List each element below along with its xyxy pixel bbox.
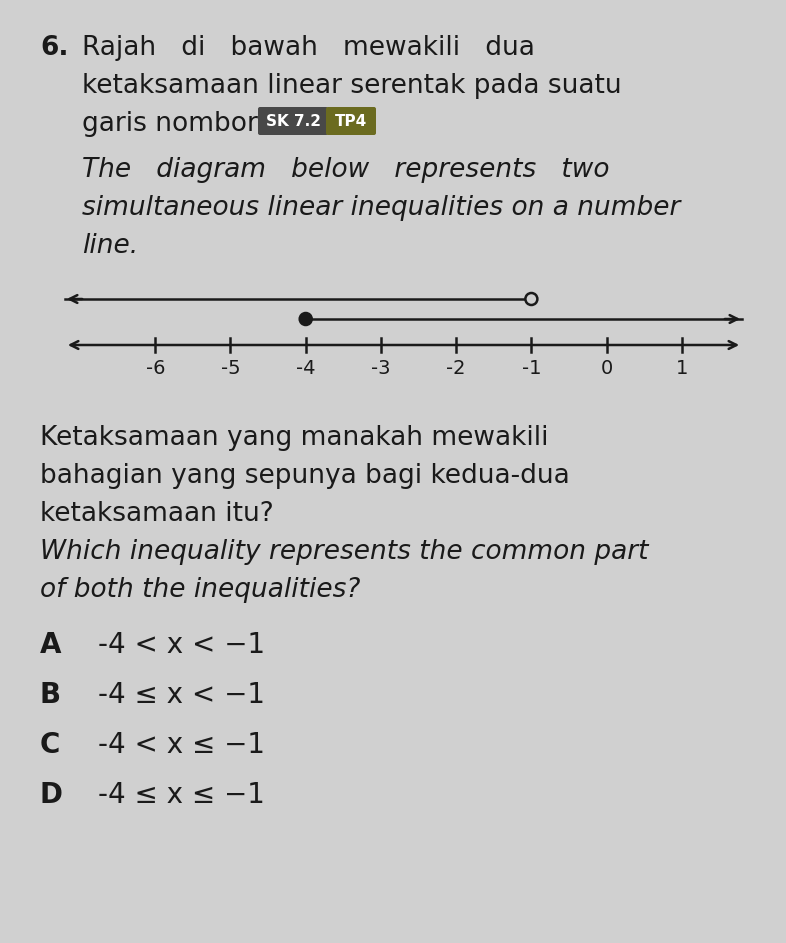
Text: TP4: TP4 xyxy=(335,113,367,128)
Text: -4 < x < −1: -4 < x < −1 xyxy=(98,631,265,659)
Text: Which inequality represents the common part: Which inequality represents the common p… xyxy=(40,539,648,565)
Text: A: A xyxy=(40,631,61,659)
Text: ketaksamaan linear serentak pada suatu: ketaksamaan linear serentak pada suatu xyxy=(82,73,622,99)
Text: 0: 0 xyxy=(601,359,613,378)
Text: -1: -1 xyxy=(522,359,541,378)
Text: The   diagram   below   represents   two: The diagram below represents two xyxy=(82,157,609,183)
Text: -6: -6 xyxy=(145,359,165,378)
Text: bahagian yang sepunya bagi kedua-dua: bahagian yang sepunya bagi kedua-dua xyxy=(40,463,570,489)
Text: C: C xyxy=(40,731,61,759)
Text: SK 7.2: SK 7.2 xyxy=(266,113,321,128)
Text: of both the inequalities?: of both the inequalities? xyxy=(40,577,360,603)
Text: 6.: 6. xyxy=(40,35,68,61)
Text: simultaneous linear inequalities on a number: simultaneous linear inequalities on a nu… xyxy=(82,195,681,221)
FancyBboxPatch shape xyxy=(326,107,376,135)
Circle shape xyxy=(525,293,538,305)
Text: -4 ≤ x < −1: -4 ≤ x < −1 xyxy=(98,681,265,709)
Text: -4: -4 xyxy=(296,359,315,378)
Circle shape xyxy=(299,313,312,325)
Text: -3: -3 xyxy=(371,359,391,378)
Text: 1: 1 xyxy=(676,359,688,378)
Text: garis nombor.: garis nombor. xyxy=(82,111,264,137)
Text: D: D xyxy=(40,781,63,809)
Text: -2: -2 xyxy=(446,359,466,378)
Text: Ketaksamaan yang manakah mewakili: Ketaksamaan yang manakah mewakili xyxy=(40,425,549,451)
Text: ketaksamaan itu?: ketaksamaan itu? xyxy=(40,501,274,527)
Text: line.: line. xyxy=(82,233,138,259)
Text: -5: -5 xyxy=(221,359,241,378)
Text: Rajah   di   bawah   mewakili   dua: Rajah di bawah mewakili dua xyxy=(82,35,535,61)
Text: -4 ≤ x ≤ −1: -4 ≤ x ≤ −1 xyxy=(98,781,265,809)
Text: -4 < x ≤ −1: -4 < x ≤ −1 xyxy=(98,731,265,759)
FancyBboxPatch shape xyxy=(258,107,328,135)
Text: B: B xyxy=(40,681,61,709)
